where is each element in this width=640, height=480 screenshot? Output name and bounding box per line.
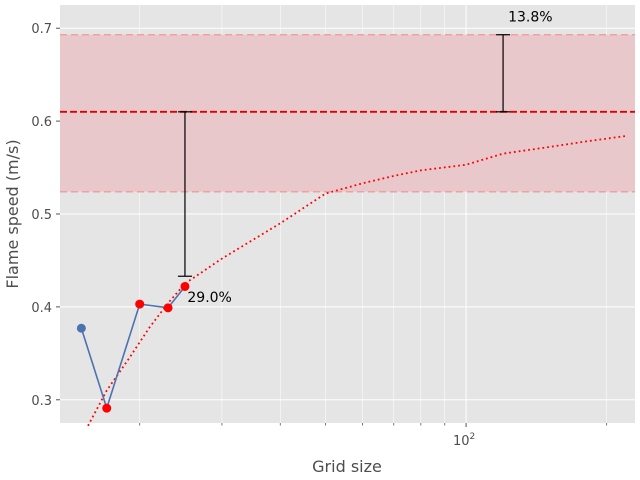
y-axis-label: Flame speed (m/s) (3, 139, 22, 288)
y-tick-label: 0.4 (31, 301, 52, 316)
uncertainty-band (60, 34, 635, 192)
data-series (76, 281, 190, 413)
data-point (76, 323, 86, 333)
reference-band (60, 33, 635, 193)
annotation-13-8-percent: 13.8% (508, 10, 552, 26)
data-point (180, 281, 190, 291)
x-tick-label: 102 (453, 432, 475, 449)
x-tick-exponent: 2 (469, 432, 475, 442)
data-point (163, 303, 173, 313)
y-tick-label: 0.7 (31, 22, 52, 37)
y-tick-label: 0.5 (31, 208, 52, 223)
y-tick-label: 0.6 (31, 115, 52, 130)
annotation-29-percent: 29.0% (187, 290, 231, 306)
data-point (135, 299, 145, 309)
x-axis-label: Grid size (312, 457, 382, 476)
x-axis-ticks: 102 (139, 423, 608, 449)
data-point (102, 403, 112, 413)
error-bars (177, 34, 511, 277)
y-tick-label: 0.3 (31, 394, 52, 409)
annotations: 29.0% 13.8% (187, 10, 552, 307)
y-axis-ticks: 0.3 0.4 0.5 0.6 0.7 (31, 22, 60, 409)
